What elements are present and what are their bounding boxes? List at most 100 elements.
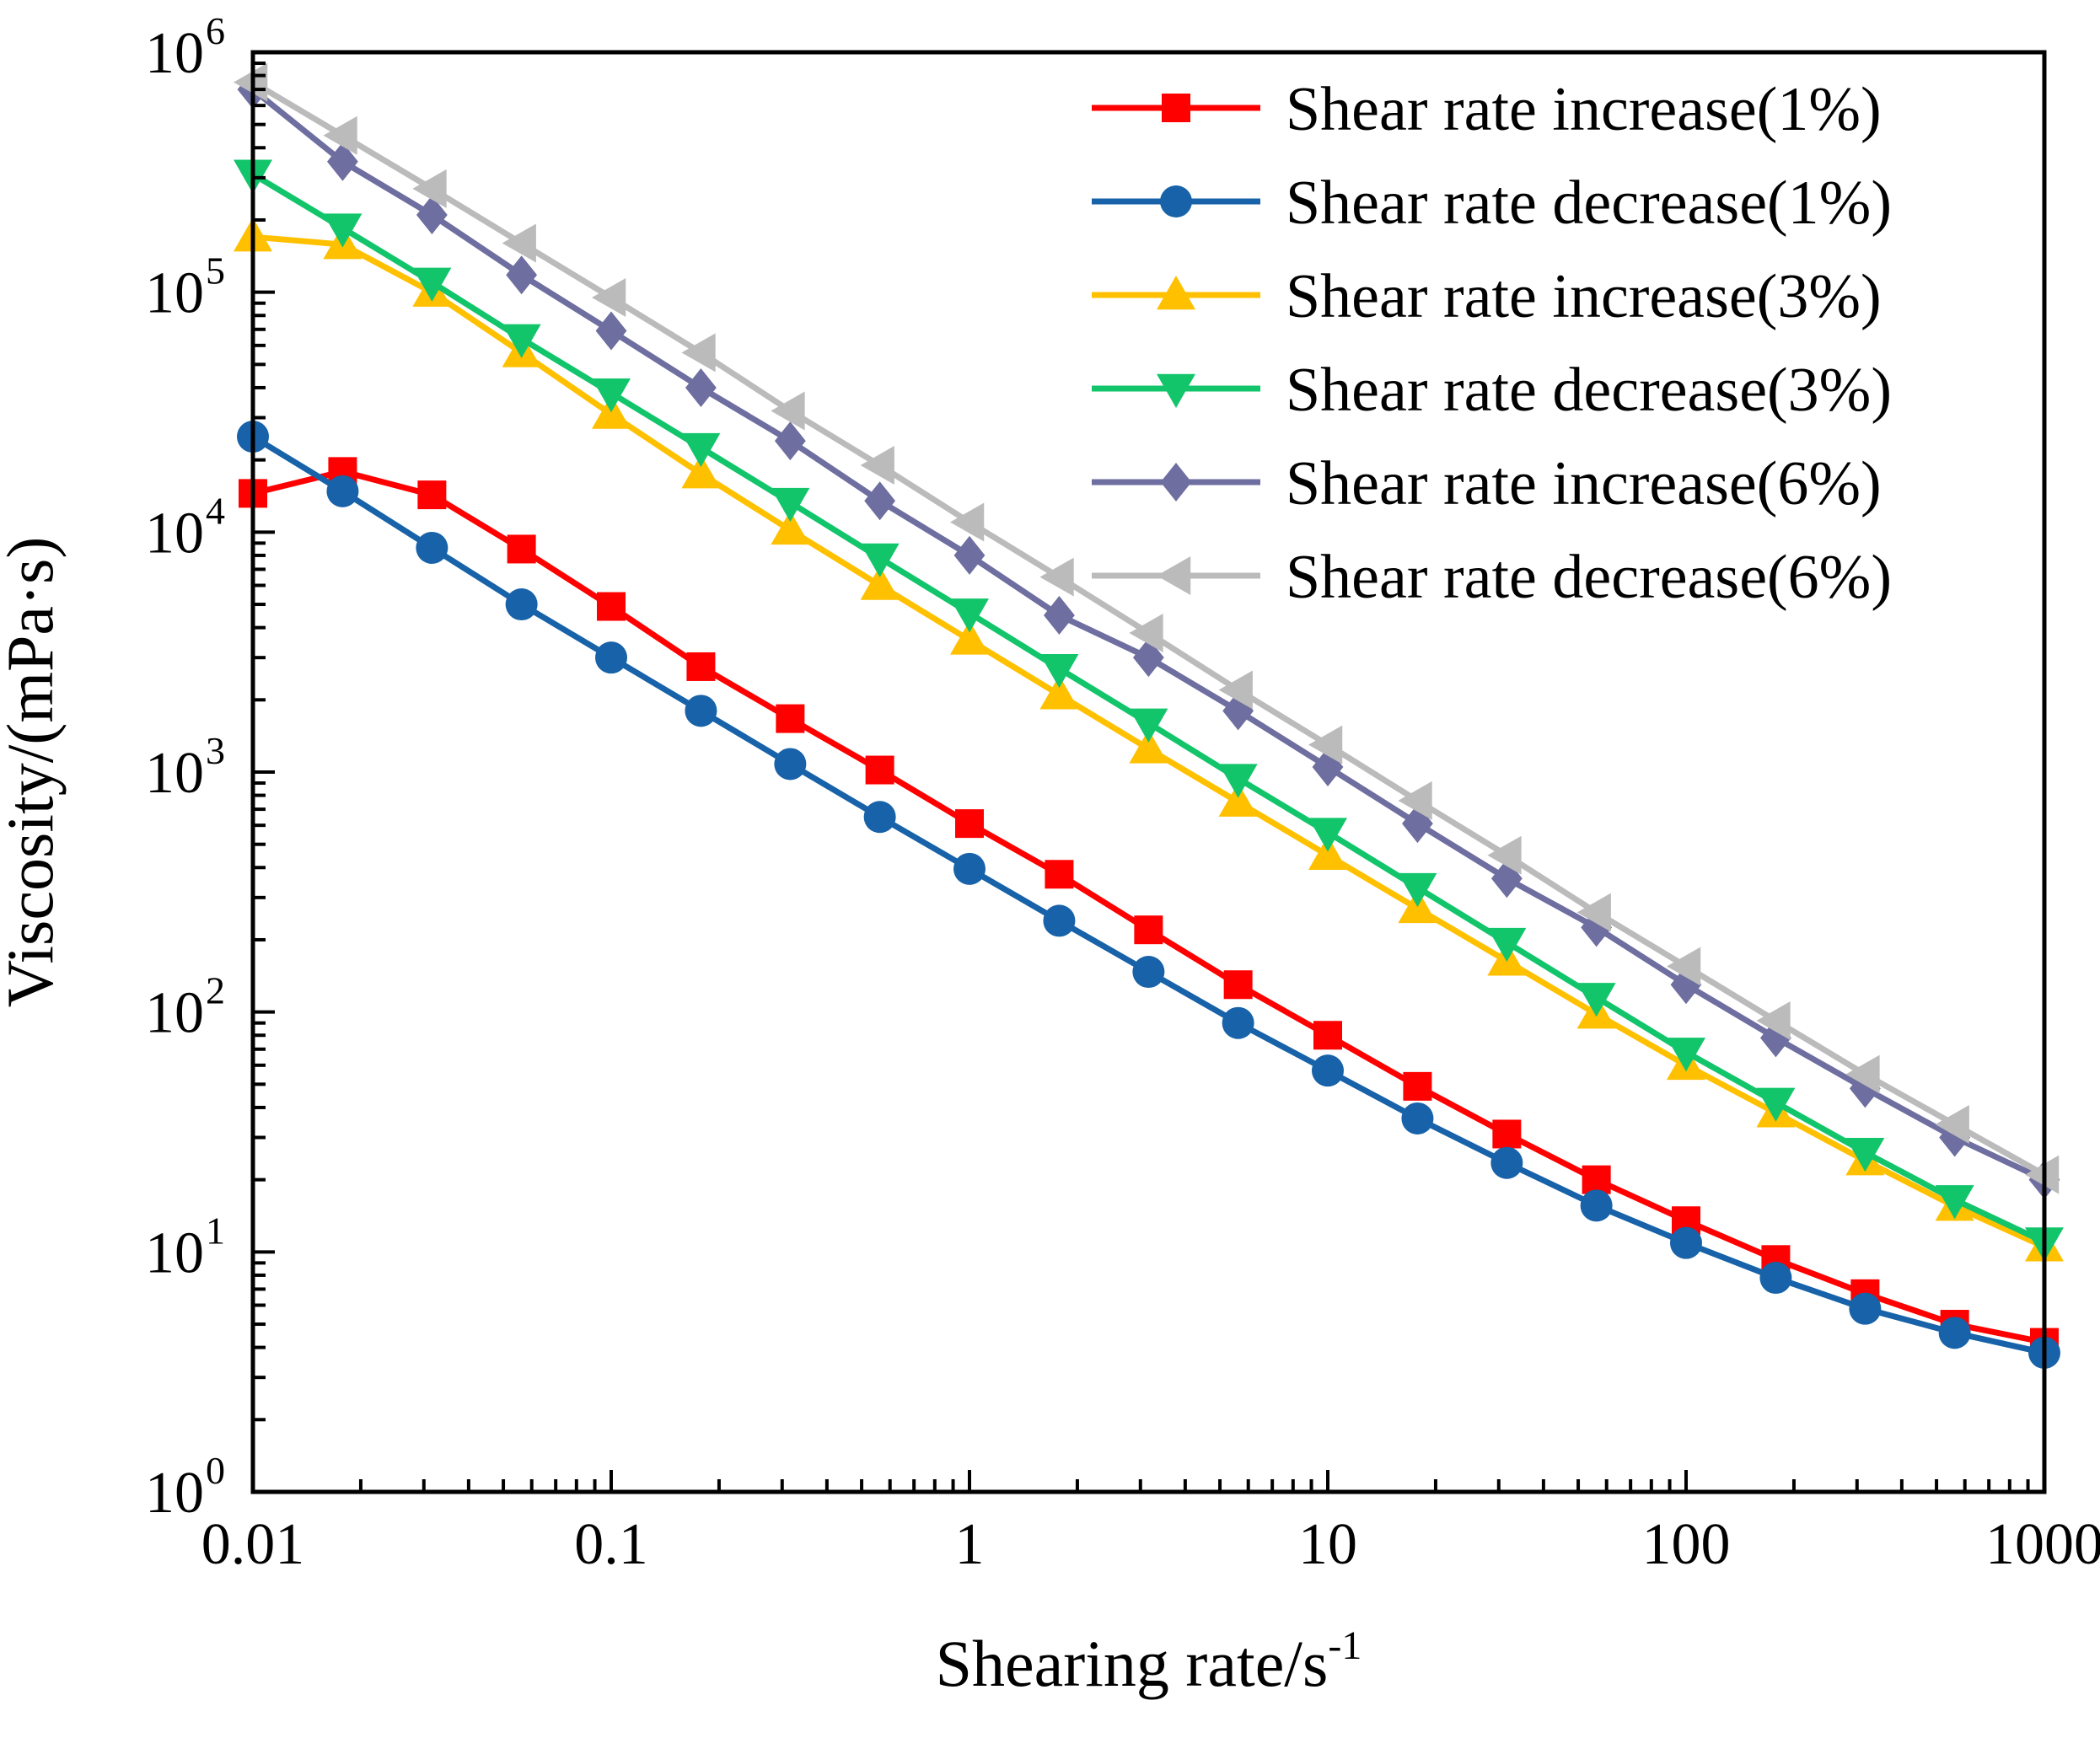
data-point (1760, 1018, 1791, 1058)
x-tick-label: 0.1 (574, 1512, 648, 1577)
data-point (416, 531, 448, 564)
x-tick-label: 100 (1642, 1512, 1731, 1577)
data-point (1132, 956, 1165, 989)
data-point (774, 748, 807, 780)
data-point (1490, 1146, 1523, 1179)
series-5 (237, 70, 2060, 1199)
y-tick-label: 10 (145, 1461, 204, 1526)
data-point (950, 598, 989, 633)
data-point (864, 481, 896, 521)
data-point (1582, 1165, 1611, 1194)
data-point (1398, 780, 1432, 820)
series-layer (234, 62, 2064, 1369)
data-point (1398, 872, 1437, 908)
data-point (1576, 893, 1611, 932)
y-tick-base: 10 (145, 1220, 204, 1285)
y-tick-base: 10 (145, 1461, 204, 1526)
data-point (234, 62, 268, 102)
data-point (1401, 1102, 1434, 1135)
legend-marker (1157, 276, 1195, 310)
axis-ticks (251, 51, 2046, 1494)
y-tick-base: 10 (145, 261, 204, 326)
x-axis-title: Shearing rate/s-1 (936, 1623, 1362, 1700)
data-point (1039, 653, 1079, 689)
data-point (2025, 1155, 2060, 1194)
data-point (1129, 613, 1163, 652)
data-point (681, 333, 716, 373)
data-point (1487, 835, 1522, 875)
legend-label: Shear rate increase(6%) (1286, 449, 1882, 518)
y-tick-exponent: 3 (206, 729, 225, 772)
data-point (1670, 1226, 1702, 1259)
data-point (1667, 1038, 1705, 1072)
data-point (412, 267, 452, 302)
legend-label: Shear rate increase(1%) (1286, 75, 1882, 144)
data-point (776, 704, 805, 733)
x-tick-label: 1 (955, 1512, 985, 1577)
data-point (860, 566, 900, 600)
data-point (1044, 596, 1075, 636)
data-point (502, 223, 536, 263)
data-point (1223, 970, 1253, 1000)
y-tick-base: 10 (145, 501, 204, 566)
data-point (1045, 860, 1074, 889)
data-point (685, 367, 717, 407)
data-point (597, 592, 626, 621)
data-point (1492, 1119, 1522, 1149)
data-point (323, 213, 363, 248)
data-point (1759, 1262, 1792, 1295)
legend-marker (1162, 94, 1190, 122)
data-point (595, 641, 627, 674)
data-point (327, 142, 358, 181)
data-point (326, 475, 359, 507)
legend-label: Shear rate decrease(3%) (1286, 356, 1892, 425)
data-point (1576, 983, 1616, 1017)
y-tick-base: 10 (145, 741, 204, 806)
data-point (507, 534, 536, 564)
x-tick-labels: 0.01 0.1 1 10 100 1000 (201, 1512, 2100, 1577)
data-point (1312, 1054, 1344, 1087)
data-point (955, 809, 984, 839)
y-tick-label: 10 (145, 261, 204, 326)
y-tick-label: 10 (145, 21, 204, 86)
data-point (860, 445, 894, 485)
series-1 (239, 457, 2059, 1357)
data-point (506, 255, 538, 295)
legend-entry: Shear rate increase(6%) (1092, 449, 1882, 518)
data-point (1403, 1071, 1432, 1101)
data-point (1308, 725, 1343, 764)
y-tick-label: 10 (145, 981, 204, 1046)
x-tick-label: 10 (1298, 1512, 1357, 1577)
legend-entry: Shear rate decrease(1%) (1092, 169, 1892, 238)
legend: Shear rate increase(1%) Shear rate decrea… (1092, 75, 1892, 612)
y-tick-label: 10 (145, 1220, 204, 1285)
y-tick-label: 10 (145, 501, 204, 566)
data-point (592, 278, 626, 318)
data-point (1849, 1292, 1882, 1325)
data-point (681, 454, 721, 489)
y-tick-base: 10 (145, 981, 204, 1046)
data-point (595, 311, 627, 351)
y-tick-label: 10 (145, 741, 204, 806)
data-point (1129, 708, 1168, 743)
legend-entry: Shear rate increase(3%) (1092, 262, 1882, 331)
data-point (1845, 1054, 1880, 1094)
data-point (1129, 729, 1168, 764)
data-point (1308, 818, 1347, 852)
data-point (417, 480, 447, 510)
x-tick-label: 0.01 (201, 1512, 305, 1577)
legend-marker (1157, 373, 1195, 408)
x-axis-title-text: Shearing rate/s (936, 1627, 1329, 1700)
data-point (950, 620, 989, 655)
data-point (1935, 1185, 1974, 1220)
data-point (1938, 1317, 1971, 1349)
y-tick-exponent: 1 (206, 1209, 225, 1252)
data-point (860, 543, 900, 578)
data-point (771, 391, 805, 431)
y-tick-exponent: 0 (206, 1449, 225, 1492)
data-point (1580, 1189, 1613, 1222)
data-point (1218, 764, 1258, 798)
data-point (1313, 1021, 1342, 1050)
data-point (1308, 835, 1347, 870)
